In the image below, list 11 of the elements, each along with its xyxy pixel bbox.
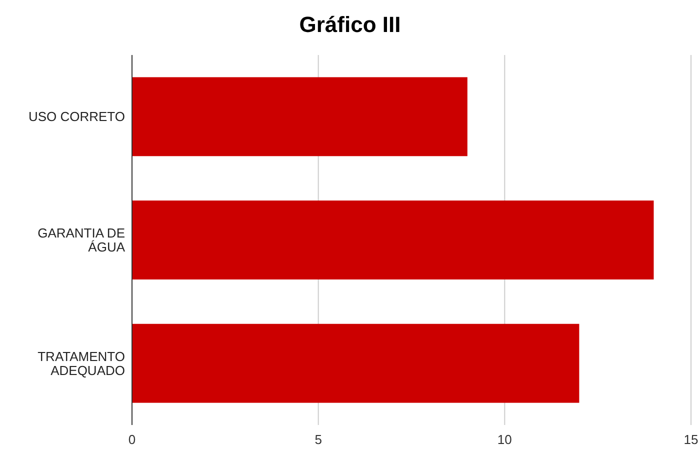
- y-tick-label: TRATAMENTO ADEQUADO: [38, 348, 125, 378]
- x-tick-label: 15: [684, 432, 698, 448]
- y-tick-label: GARANTIA DE ÁGUA: [38, 226, 126, 254]
- y-tick-label: USO CORRETO: [28, 109, 125, 124]
- chart-title: Gráfico III: [299, 12, 401, 37]
- bar: [132, 77, 468, 156]
- bar: [132, 324, 580, 403]
- bar: [132, 200, 654, 280]
- x-tick-label: 10: [497, 432, 512, 448]
- x-tick-label: 5: [314, 432, 322, 448]
- x-tick-label: 0: [128, 432, 136, 448]
